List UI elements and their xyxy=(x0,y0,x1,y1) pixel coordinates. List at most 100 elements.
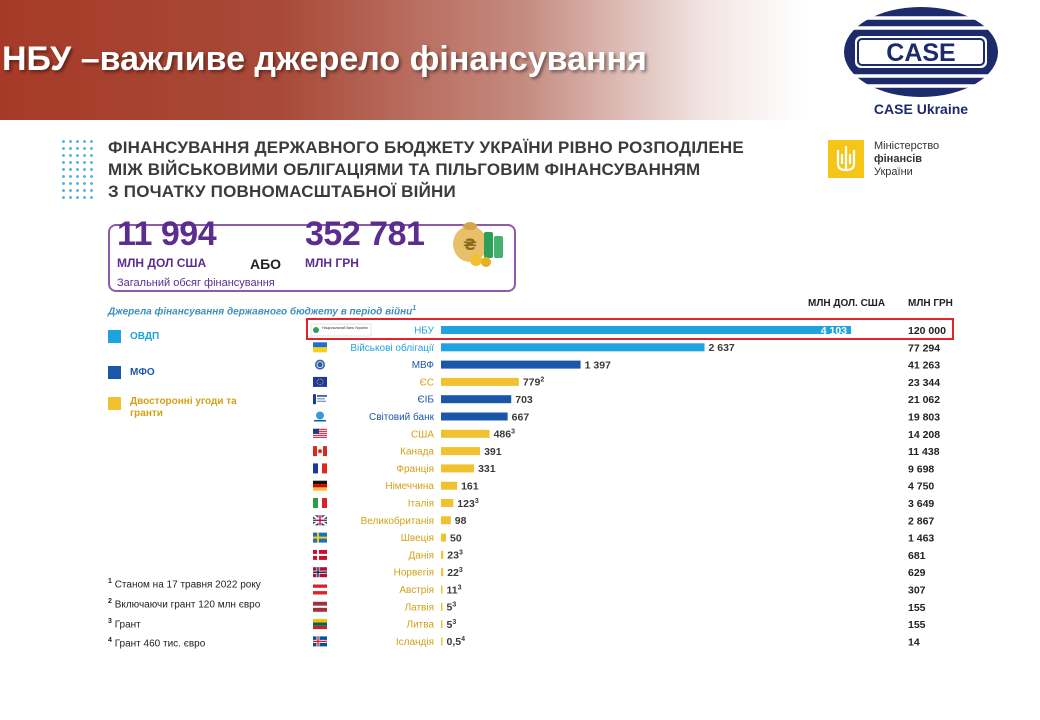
footnote-1: 1 Станом на 17 травня 2022 року xyxy=(108,578,261,590)
headline-line-3: З ПОЧАТКУ ПОВНОМАСШТАБНОЇ ВІЙНИ xyxy=(108,182,456,201)
legend-swatch-mfo xyxy=(108,366,121,379)
bar-row: Франція 331 9 698 xyxy=(313,463,934,475)
column-header-uah: МЛН ГРН xyxy=(908,298,953,309)
bar xyxy=(441,637,443,646)
uah-value-label: 155 xyxy=(908,602,926,614)
bar-row: ЄС 7792 23 344 xyxy=(313,377,940,389)
bar xyxy=(441,395,512,404)
category-label: Канада xyxy=(400,447,434,458)
value-footnote: 2 xyxy=(540,377,544,384)
value-footnote: 3 xyxy=(511,429,515,436)
bar-row: Ісландія 0,54 14 xyxy=(313,636,920,648)
flag-no-icon xyxy=(313,567,327,578)
sources-title-text: Джерела фінансування державного бюджету … xyxy=(108,306,413,318)
value-footnote: 3 xyxy=(452,619,456,626)
value-label: 391 xyxy=(484,446,502,458)
uah-value-label: 629 xyxy=(908,567,926,579)
flag-at-icon xyxy=(313,584,327,595)
bar-row: США 4863 14 208 xyxy=(313,429,940,441)
flag-eu-icon xyxy=(313,376,327,387)
bar-row: Світовий банк 667 19 803 xyxy=(314,411,940,424)
flag-wb-icon xyxy=(314,411,326,422)
uah-value-label: 23 344 xyxy=(908,377,940,389)
category-label: Франція xyxy=(396,464,434,475)
footnote-1-text: Станом на 17 травня 2022 року xyxy=(114,579,261,591)
flag-de-icon xyxy=(313,480,327,491)
category-label: США xyxy=(411,429,434,440)
bar-row: МВФ 1 397 41 263 xyxy=(315,359,940,372)
bar-row: Італія 1233 3 649 xyxy=(313,498,934,510)
value-label: 1233 xyxy=(457,498,479,510)
value-label: 113 xyxy=(447,584,462,596)
slide-title: НБУ –важливе джерело фінансування xyxy=(2,40,647,78)
value-label: 223 xyxy=(447,567,463,579)
value-footnote: 3 xyxy=(475,498,479,505)
nbu-logo-text: Національний банк України xyxy=(322,326,368,330)
bar-row: Норвегія 223 629 xyxy=(313,567,926,579)
case-logo: CASE xyxy=(840,7,1002,97)
category-label: Норвегія xyxy=(394,568,434,579)
bar-row: Німеччина 161 4 750 xyxy=(313,481,934,493)
category-label: Данія xyxy=(409,550,435,561)
legend-label-mfo: МФО xyxy=(130,367,155,378)
bar xyxy=(441,360,581,369)
footnote-2-text: Включаючи грант 120 млн євро xyxy=(114,599,261,611)
flag-it-icon xyxy=(313,498,327,508)
bar xyxy=(441,602,443,611)
flag-ca-icon xyxy=(313,446,327,457)
trident-icon xyxy=(828,140,864,178)
column-header-usd: МЛН ДОЛ. США xyxy=(808,298,886,309)
headline-line-1: ФІНАНСУВАННЯ ДЕРЖАВНОГО БЮДЖЕТУ УКРАЇНИ … xyxy=(108,138,744,157)
case-logo-text: CASE xyxy=(886,39,955,67)
category-label: Німеччина xyxy=(385,481,434,492)
uah-value-label: 21 062 xyxy=(908,394,940,406)
bar-row: Великобританія 98 2 867 xyxy=(312,514,934,527)
bar-row: Національний банк України НБУ 4 103 120 000 xyxy=(310,323,946,337)
category-label: ЄС xyxy=(420,377,434,388)
category-label: МВФ xyxy=(412,360,435,371)
footnote-3: 3 Грант xyxy=(108,618,141,630)
total-uah-value: 352 781 xyxy=(305,215,425,253)
nbu-highlight-box xyxy=(306,318,954,340)
total-usd-value: 11 994 xyxy=(117,215,217,253)
bar-row: Військові облігації 2 637 77 294 xyxy=(313,342,940,354)
dot-pattern xyxy=(60,138,96,200)
value-label: 53 xyxy=(447,602,457,614)
flag-dk-icon xyxy=(313,549,327,560)
bar-row: Латвія 53 155 xyxy=(313,602,926,614)
bar xyxy=(441,447,481,456)
flag-gb-icon xyxy=(312,514,328,527)
footnote-2: 2 Включаючи грант 120 млн євро xyxy=(108,598,260,610)
uah-value-label: 11 438 xyxy=(908,446,940,458)
value-label: 233 xyxy=(447,550,463,562)
value-label: 331 xyxy=(478,463,496,475)
category-label: Австрія xyxy=(399,585,434,596)
uah-value-label: 4 750 xyxy=(908,481,934,493)
category-label: Латвія xyxy=(405,602,434,613)
value-label: 7792 xyxy=(523,377,545,389)
bar-row: Канада 391 11 438 xyxy=(313,446,940,458)
category-label: Швеція xyxy=(401,533,434,544)
uah-value-label: 3 649 xyxy=(908,498,934,510)
footnote-1-num: 1 xyxy=(108,578,112,585)
uah-value-label: 155 xyxy=(908,619,926,631)
bar xyxy=(441,412,508,421)
value-label: 1 397 xyxy=(585,359,611,371)
value-label: 4863 xyxy=(494,429,516,441)
flag-nbu-icon: Національний банк України xyxy=(310,323,372,337)
footnote-4-num: 4 xyxy=(108,637,112,644)
category-label: Великобританія xyxy=(361,515,434,527)
value-label: 161 xyxy=(461,481,479,493)
ministry-line-3: України xyxy=(874,166,913,178)
svg-text:₴: ₴ xyxy=(463,235,477,254)
flag-is-icon xyxy=(313,636,327,647)
value-label: 53 xyxy=(447,619,457,631)
uah-value-label: 19 803 xyxy=(908,412,940,424)
category-label: Литва xyxy=(407,620,435,631)
value-label: 98 xyxy=(455,515,467,527)
bar xyxy=(441,568,444,577)
bar xyxy=(441,377,519,386)
flag-us-icon xyxy=(313,428,327,438)
bar xyxy=(441,516,451,525)
value-footnote: 3 xyxy=(452,602,456,609)
